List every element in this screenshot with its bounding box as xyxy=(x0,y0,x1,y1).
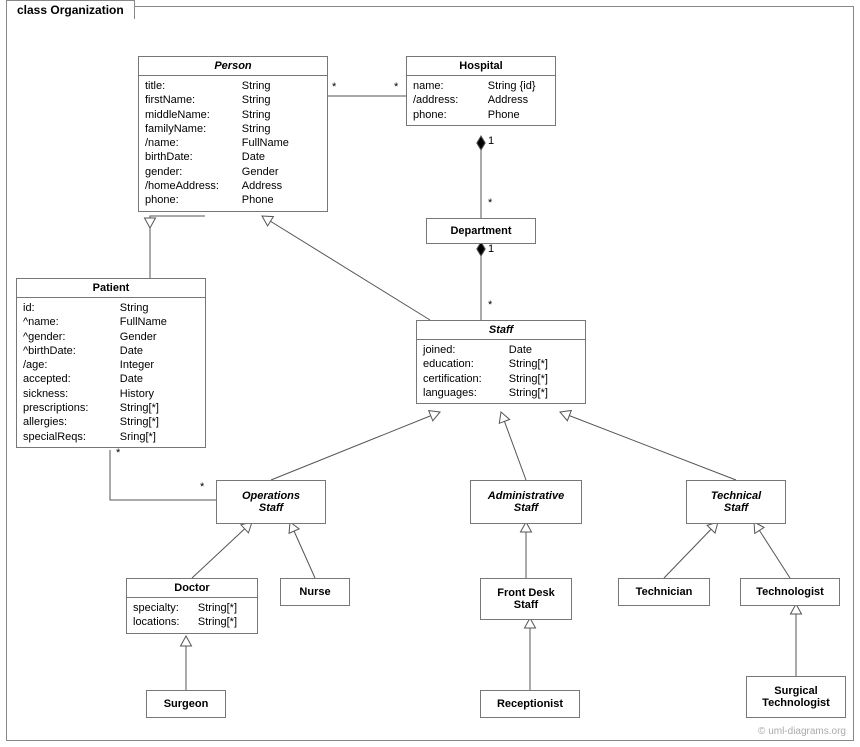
class-admin_staff: AdministrativeStaff xyxy=(470,480,582,524)
class-name: Nurse xyxy=(281,579,349,605)
class-technician: Technician xyxy=(618,578,710,606)
uml-diagram-frame: class Organization **1*1*** Persontitle:… xyxy=(0,0,860,747)
class-name: Technician xyxy=(619,579,709,605)
class-receptionist: Receptionist xyxy=(480,690,580,718)
class-name: Patient xyxy=(17,279,205,298)
class-front_desk: Front DeskStaff xyxy=(480,578,572,620)
class-attrs: title:StringfirstName:StringmiddleName:S… xyxy=(139,76,327,211)
class-attrs: specialty:String[*]locations:String[*] xyxy=(127,598,257,633)
class-name: TechnicalStaff xyxy=(687,481,785,523)
class-department: Department xyxy=(426,218,536,244)
class-name: SurgicalTechnologist xyxy=(747,677,845,717)
class-staff: Staffjoined:Dateeducation:String[*]certi… xyxy=(416,320,586,404)
class-ops_staff: OperationsStaff xyxy=(216,480,326,524)
class-doctor: Doctorspecialty:String[*]locations:Strin… xyxy=(126,578,258,634)
class-name: Surgeon xyxy=(147,691,225,717)
class-patient: Patientid:String^name:FullName^gender:Ge… xyxy=(16,278,206,448)
class-name: Staff xyxy=(417,321,585,340)
class-name: Technologist xyxy=(741,579,839,605)
class-person: Persontitle:StringfirstName:Stringmiddle… xyxy=(138,56,328,212)
class-name: Front DeskStaff xyxy=(481,579,571,619)
class-surgeon: Surgeon xyxy=(146,690,226,718)
class-technologist: Technologist xyxy=(740,578,840,606)
class-hospital: Hospitalname:String {id}/address:Address… xyxy=(406,56,556,126)
class-name: Doctor xyxy=(127,579,257,598)
class-attrs: joined:Dateeducation:String[*]certificat… xyxy=(417,340,585,403)
frame-label: class Organization xyxy=(6,0,135,19)
class-name: Receptionist xyxy=(481,691,579,717)
class-attrs: id:String^name:FullName^gender:Gender^bi… xyxy=(17,298,205,447)
class-tech_staff: TechnicalStaff xyxy=(686,480,786,524)
class-surg_tech: SurgicalTechnologist xyxy=(746,676,846,718)
class-name: Department xyxy=(427,219,535,243)
class-name: OperationsStaff xyxy=(217,481,325,523)
class-name: Hospital xyxy=(407,57,555,76)
watermark: © uml-diagrams.org xyxy=(758,726,846,737)
class-name: AdministrativeStaff xyxy=(471,481,581,523)
class-nurse: Nurse xyxy=(280,578,350,606)
class-name: Person xyxy=(139,57,327,76)
class-attrs: name:String {id}/address:Addressphone:Ph… xyxy=(407,76,555,125)
